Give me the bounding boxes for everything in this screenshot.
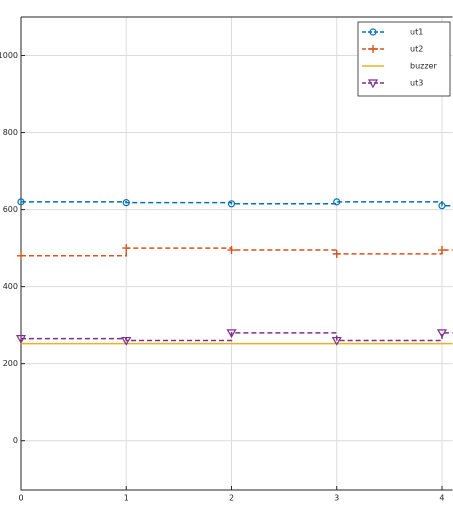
marker (332, 249, 341, 258)
marker (17, 198, 25, 206)
x-tick-label: 0 (18, 494, 23, 503)
marker (438, 202, 446, 210)
marker (369, 28, 377, 36)
legend-label: buzzer (410, 62, 437, 71)
marker (436, 329, 448, 339)
y-tick-label: 800 (3, 128, 18, 137)
y-tick-label: 600 (3, 205, 18, 214)
marker (121, 336, 132, 346)
legend: ut1 ut2 buzzer ut3 (357, 21, 451, 97)
marker (15, 335, 27, 344)
marker (367, 79, 379, 89)
marker (227, 246, 236, 255)
y-tick-label: 200 (3, 359, 18, 368)
marker (331, 336, 342, 346)
y-tick-label: 400 (3, 282, 18, 291)
x-tick-label: 4 (439, 494, 444, 503)
axes-frame (20, 16, 453, 491)
marker (122, 199, 130, 207)
marker (122, 244, 131, 253)
legend-box (357, 21, 451, 97)
y-tick-label: 0 (13, 436, 18, 445)
x-tick-label: 1 (124, 494, 129, 503)
marker (437, 246, 446, 255)
x-tick-label: 3 (334, 494, 339, 503)
marker (17, 251, 25, 260)
y-tick-label: 1000 (0, 51, 18, 60)
legend-label: ut1 (410, 28, 423, 37)
marker (333, 198, 341, 206)
marker (369, 45, 377, 53)
legend-label: ut2 (410, 45, 423, 54)
series-line (21, 201, 453, 207)
marker (227, 200, 236, 208)
x-tick-label: 2 (229, 494, 234, 503)
marker (226, 329, 237, 339)
legend-label: ut3 (410, 79, 423, 88)
